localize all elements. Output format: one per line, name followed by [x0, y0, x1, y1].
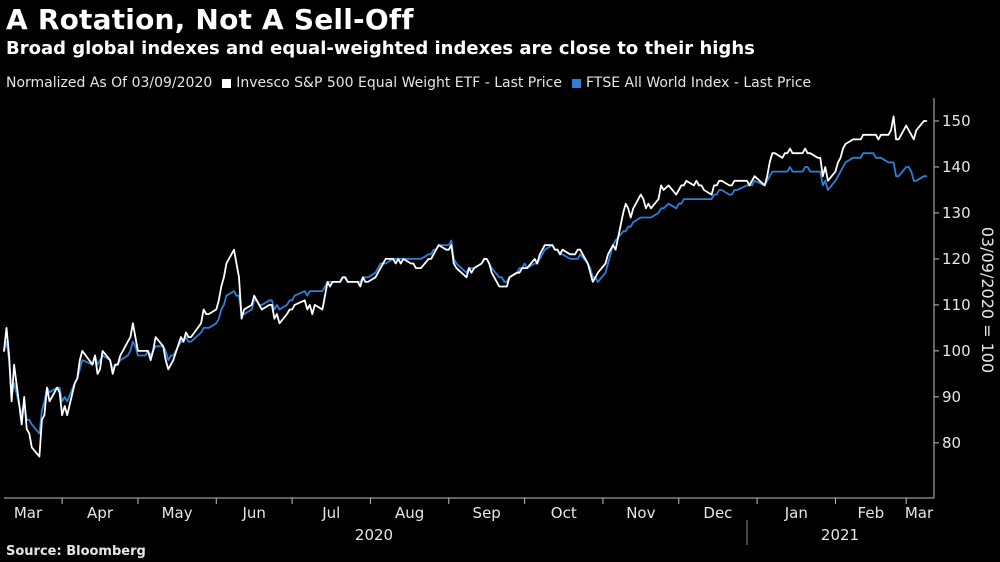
x-tick-label: Jul — [321, 504, 340, 522]
legend: Normalized As Of 03/09/2020 Invesco S&P … — [6, 75, 811, 91]
series-layer — [3, 115, 928, 458]
y-tick-label: 100 — [942, 342, 971, 360]
y-tick-label: 80 — [942, 434, 961, 452]
series-line-ftse — [3, 152, 928, 435]
legend-item-equal-weight: Invesco S&P 500 Equal Weight ETF - Last … — [236, 75, 562, 91]
legend-label: Normalized As Of 03/09/2020 — [6, 75, 213, 91]
year-label-2020: 2020 — [355, 526, 393, 544]
y-tick-label: 90 — [942, 388, 961, 406]
x-tick-label: Oct — [551, 504, 577, 522]
legend-swatch-equal-weight — [222, 78, 232, 88]
y-axis-label: 03/09/2020 = 100 — [978, 227, 997, 373]
x-tick-label: Feb — [858, 504, 885, 522]
y-tick-label: 130 — [942, 204, 971, 222]
series-line-equal-weight — [3, 115, 928, 458]
chart-title: A Rotation, Not A Sell-Off — [6, 3, 414, 36]
chart-subtitle: Broad global indexes and equal-weighted … — [6, 38, 755, 59]
y-tick-label: 120 — [942, 250, 971, 268]
y-tick-label: 150 — [942, 112, 971, 130]
year-label-2021: 2021 — [821, 526, 859, 544]
x-tick-label: Apr — [87, 504, 114, 522]
x-tick-label: May — [162, 504, 193, 522]
legend-swatch-ftse — [571, 78, 581, 88]
legend-item-ftse: FTSE All World Index - Last Price — [585, 75, 812, 91]
x-tick-label: Jan — [784, 504, 808, 522]
x-tick-label: Mar — [905, 504, 934, 522]
y-tick-label: 110 — [942, 296, 971, 314]
y-tick-label: 140 — [942, 158, 971, 176]
x-tick-label: Nov — [626, 504, 655, 522]
x-tick-label: Dec — [703, 504, 732, 522]
source-note: Source: Bloomberg — [6, 544, 146, 559]
x-tick-label: Mar — [14, 504, 43, 522]
x-tick-label: Jun — [241, 504, 265, 522]
x-tick-label: Aug — [395, 504, 424, 522]
x-tick-label: Sep — [473, 504, 501, 522]
axes: 80 90 100 110 120 130 140 150 Mar Apr May Jun Jul Aug… — [4, 98, 971, 545]
